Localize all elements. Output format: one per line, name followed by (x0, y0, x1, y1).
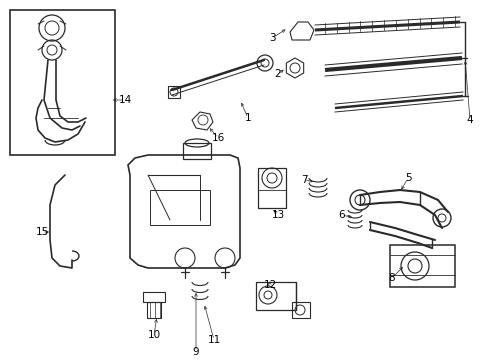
Text: 1: 1 (244, 113, 251, 123)
Bar (10, 10, 115, 155)
Text: 7: 7 (300, 175, 306, 185)
Text: 4: 4 (466, 115, 472, 125)
Bar (142, 292, 164, 302)
Bar (168, 86, 180, 98)
Text: 8: 8 (388, 273, 394, 283)
Text: 3: 3 (268, 33, 275, 43)
Bar (183, 143, 210, 159)
Bar (291, 302, 309, 318)
Text: 16: 16 (211, 133, 224, 143)
Text: 2: 2 (274, 69, 281, 79)
Bar (256, 282, 295, 310)
Text: 15: 15 (35, 227, 48, 237)
Text: 13: 13 (271, 210, 284, 220)
Text: 6: 6 (338, 210, 345, 220)
Bar (389, 245, 454, 287)
Bar (258, 168, 285, 208)
Text: 9: 9 (192, 347, 199, 357)
Text: 11: 11 (207, 335, 220, 345)
Text: 14: 14 (118, 95, 131, 105)
Text: 10: 10 (147, 330, 160, 340)
Text: 5: 5 (404, 173, 410, 183)
Bar (147, 302, 161, 318)
Bar (150, 190, 209, 225)
Text: 12: 12 (263, 280, 276, 290)
